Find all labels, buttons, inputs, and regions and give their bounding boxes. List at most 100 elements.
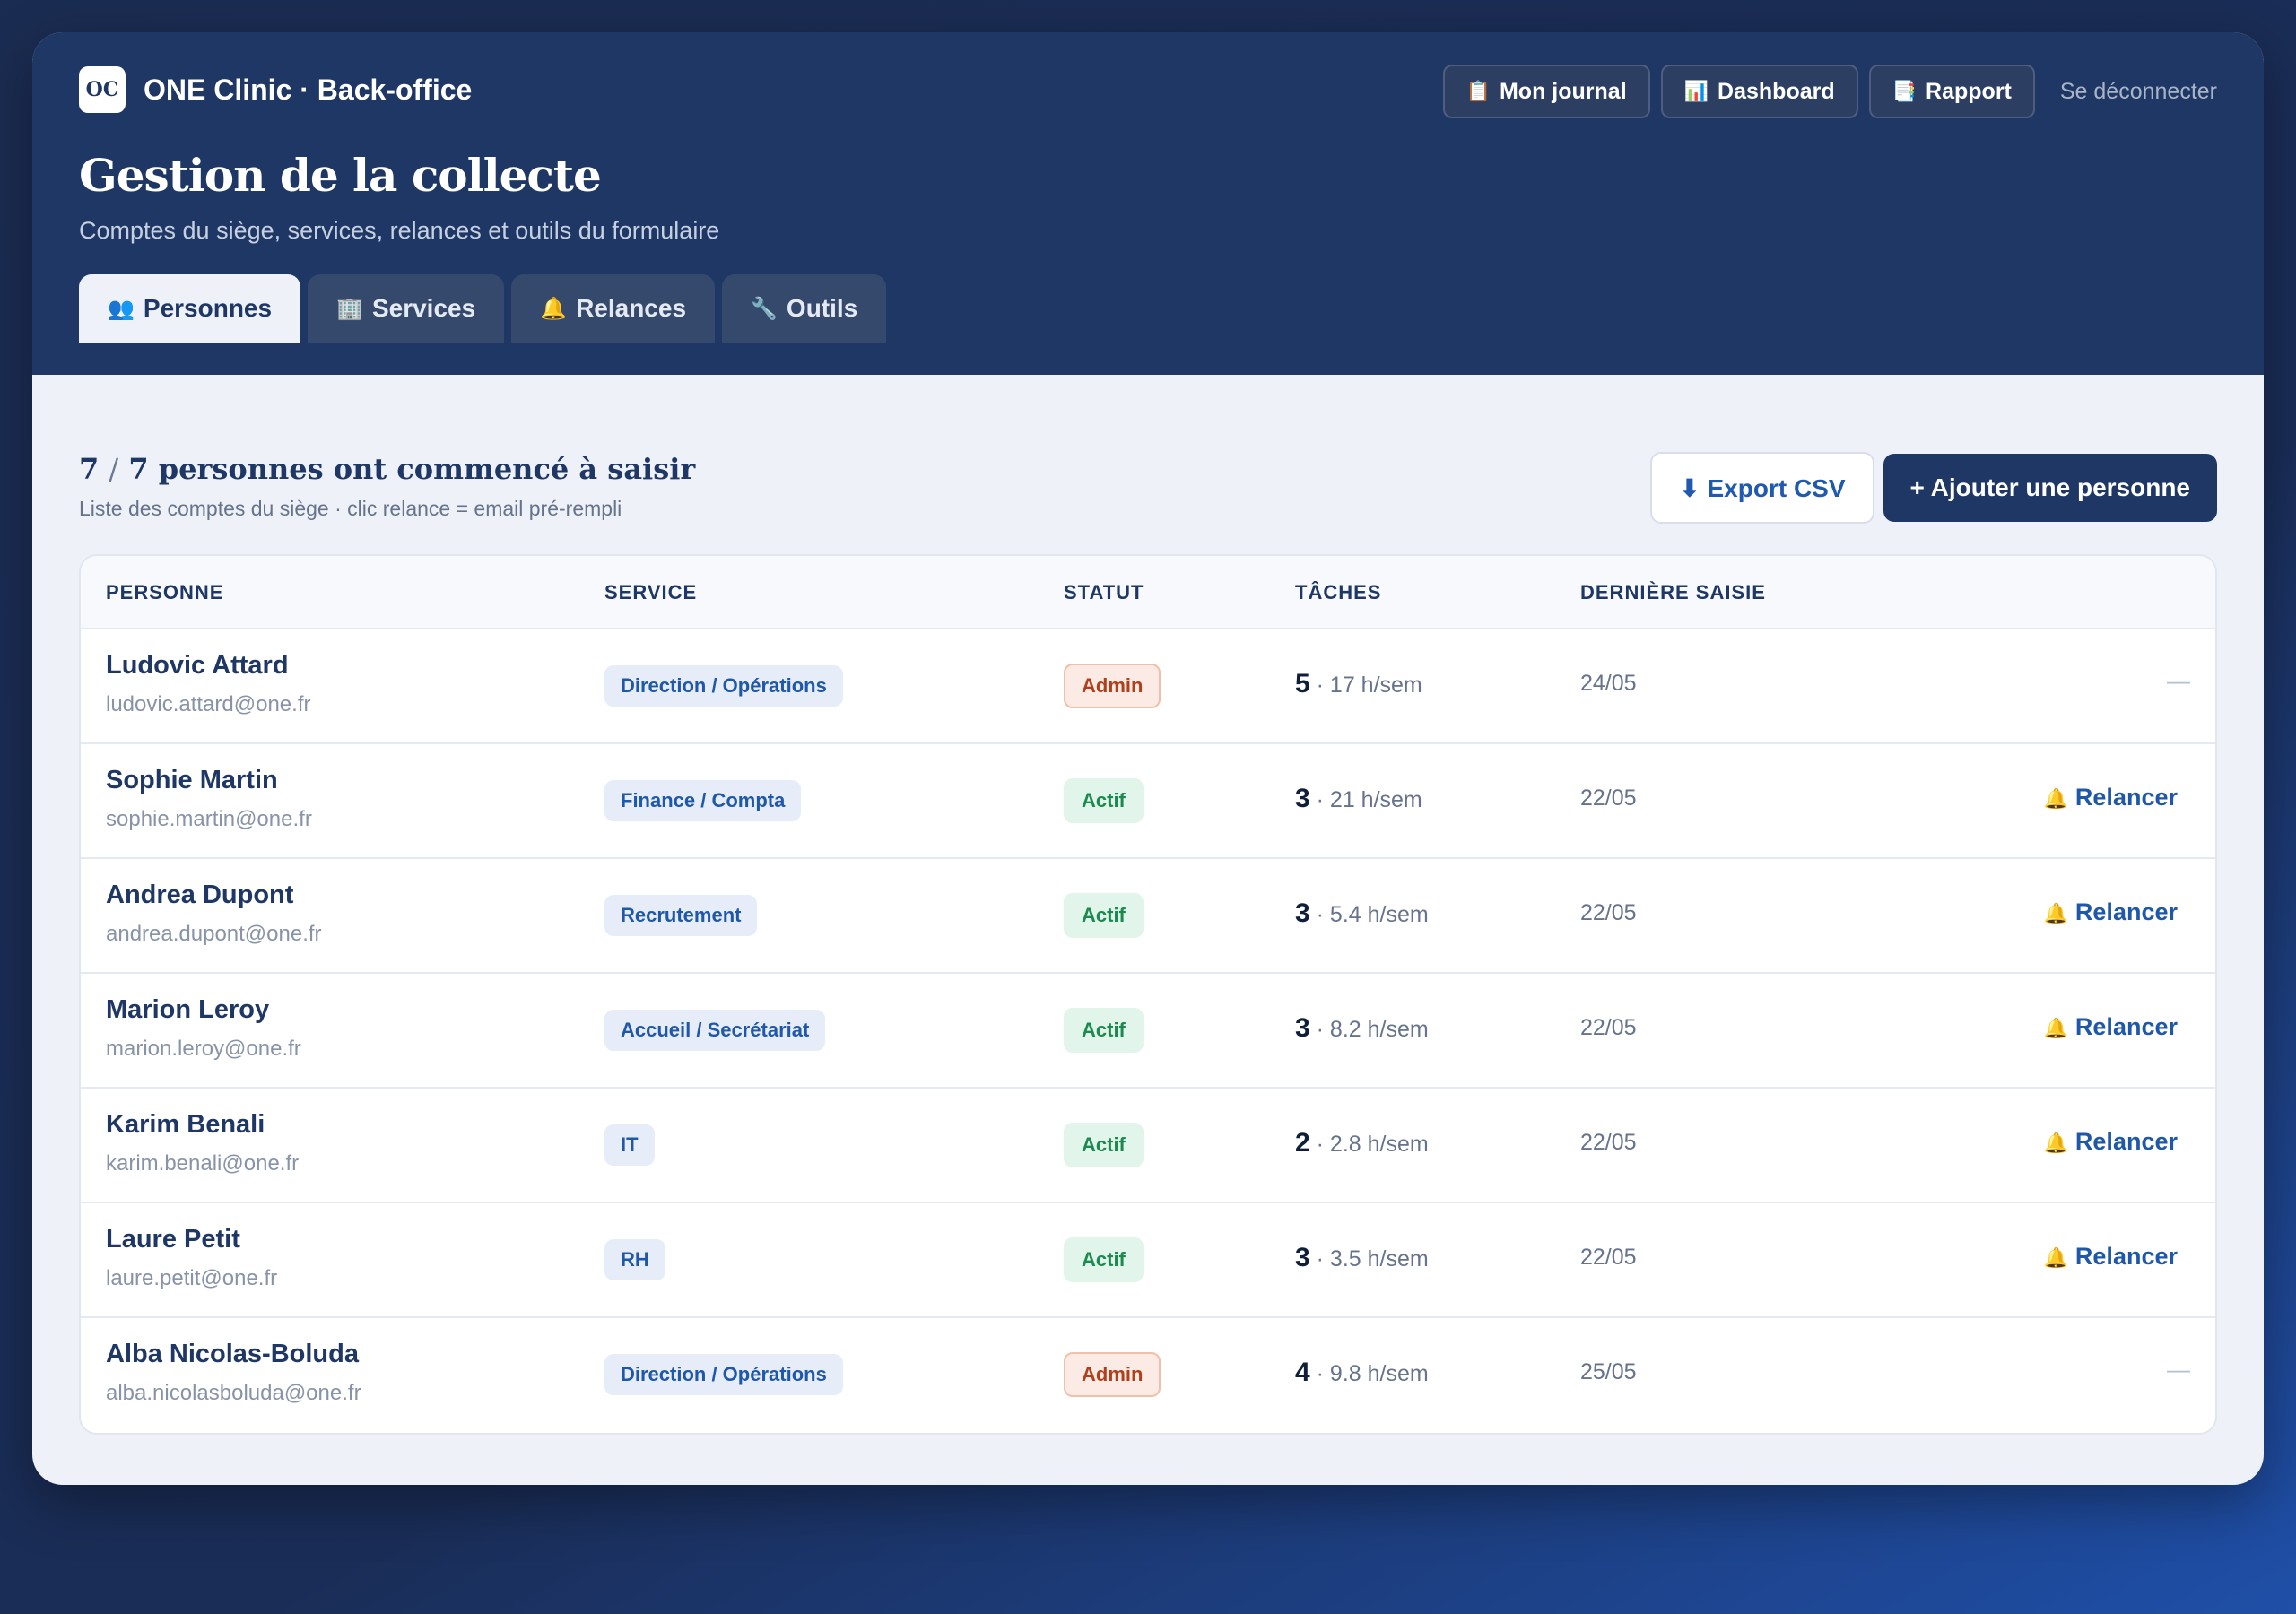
app-logo: OC <box>79 66 126 113</box>
dashboard-button[interactable]: 📊 Dashboard <box>1660 65 1858 118</box>
relancer-button[interactable]: 🔔 Relancer <box>2044 1243 2178 1271</box>
status-badge: Actif <box>1064 778 1144 823</box>
tasks-cell: 4 · 9.8 h/sem <box>1295 1358 1429 1388</box>
table-header: PERSONNE SERVICE STATUT TÂCHES DERNIÈRE … <box>81 556 2215 629</box>
person-email: marion.leroy@one.fr <box>106 1037 301 1061</box>
person-name: Laure Petit <box>106 1225 240 1254</box>
table-row: Alba Nicolas-Boluda alba.nicolasboluda@o… <box>81 1318 2215 1433</box>
last-entry: 22/05 <box>1580 1130 1637 1155</box>
header-last-entry: DERNIÈRE SAISIE <box>1580 581 1766 603</box>
table-row: Sophie Martin sophie.martin@one.fr Finan… <box>81 744 2215 859</box>
service-badge: Direction / Opérations <box>604 665 843 707</box>
status-badge: Admin <box>1064 1352 1161 1397</box>
tab-services[interactable]: 🏢 Services <box>308 274 505 343</box>
relancer-button[interactable]: 🔔 Relancer <box>2044 1013 2178 1041</box>
summary-label: personnes ont commencé à saisir <box>158 452 696 486</box>
bar-chart-icon: 📊 <box>1683 80 1709 102</box>
building-icon: 🏢 <box>336 296 363 321</box>
last-entry: 25/05 <box>1580 1359 1637 1384</box>
no-action: — <box>2167 1356 2190 1383</box>
total-count: 7 <box>128 452 149 486</box>
service-badge: Recrutement <box>604 895 758 936</box>
tasks-count: 3 <box>1295 784 1310 813</box>
tasks-count: 3 <box>1295 898 1310 928</box>
relancer-label: Relancer <box>2074 1128 2178 1155</box>
last-entry: 22/05 <box>1580 900 1637 925</box>
rapport-button[interactable]: 📑 Rapport <box>1868 65 2035 118</box>
export-csv-button[interactable]: ⬇ Export CSV <box>1650 452 1874 524</box>
summary-subtitle: Liste des comptes du siège · clic relanc… <box>79 497 622 520</box>
tasks-count: 5 <box>1295 669 1310 699</box>
top-nav: 📋 Mon journal 📊 Dashboard 📑 Rapport Se d… <box>1432 65 2217 118</box>
tasks-cell: 3 · 8.2 h/sem <box>1295 1013 1429 1044</box>
clipboard-icon: 📋 <box>1465 80 1491 102</box>
add-person-button[interactable]: + Ajouter une personne <box>1883 454 2217 522</box>
tab-label: Relances <box>576 294 687 322</box>
bell-icon: 🔔 <box>2043 787 2068 810</box>
last-entry: 22/05 <box>1580 785 1637 811</box>
bell-icon: 🔔 <box>2043 1132 2068 1154</box>
person-name: Sophie Martin <box>106 766 278 794</box>
document-icon: 📑 <box>1892 80 1918 102</box>
tab-personnes[interactable]: 👥 Personnes <box>79 274 301 343</box>
bell-icon: 🔔 <box>2043 902 2068 924</box>
person-email: karim.benali@one.fr <box>106 1151 300 1176</box>
tab-label: Outils <box>786 294 858 322</box>
table-row: Andrea Dupont andrea.dupont@one.fr Recru… <box>81 859 2215 974</box>
status-badge: Actif <box>1064 1008 1144 1053</box>
rapport-label: Rapport <box>1926 78 2012 104</box>
tasks-hours: · 8.2 h/sem <box>1316 1017 1429 1042</box>
tasks-cell: 2 · 2.8 h/sem <box>1295 1128 1429 1158</box>
actions: ⬇ Export CSV + Ajouter une personne <box>1650 452 2217 524</box>
relancer-button[interactable]: 🔔 Relancer <box>2044 1128 2178 1156</box>
status-badge: Actif <box>1064 893 1144 938</box>
last-entry: 22/05 <box>1580 1245 1637 1270</box>
person-email: andrea.dupont@one.fr <box>106 922 322 946</box>
header: OC ONE Clinic · Back-office 📋 Mon journa… <box>32 32 2264 375</box>
header-status: STATUT <box>1064 581 1144 603</box>
last-entry: 24/05 <box>1580 671 1637 696</box>
summary-title: 7 / 7 personnes ont commencé à saisir <box>79 452 695 486</box>
bell-icon: 🔔 <box>2043 1017 2068 1039</box>
tab-outils[interactable]: 🔧 Outils <box>722 274 887 343</box>
tasks-cell: 3 · 21 h/sem <box>1295 784 1422 814</box>
logout-link[interactable]: Se déconnecter <box>2059 78 2217 104</box>
person-name: Ludovic Attard <box>106 651 289 680</box>
app-name: ONE Clinic · Back-office <box>144 73 473 106</box>
header-person: PERSONNE <box>106 581 224 603</box>
person-email: laure.petit@one.fr <box>106 1266 278 1290</box>
wrench-icon: 🔧 <box>751 296 778 321</box>
service-badge: IT <box>604 1124 655 1166</box>
service-badge: RH <box>604 1239 665 1280</box>
tab-label: Services <box>371 294 476 322</box>
tab-relances[interactable]: 🔔 Relances <box>511 274 716 343</box>
dashboard-label: Dashboard <box>1718 78 1835 104</box>
relancer-button[interactable]: 🔔 Relancer <box>2044 784 2178 811</box>
relancer-label: Relancer <box>2074 898 2178 925</box>
tasks-cell: 5 · 17 h/sem <box>1295 669 1422 699</box>
people-table: PERSONNE SERVICE STATUT TÂCHES DERNIÈRE … <box>79 554 2217 1435</box>
relancer-label: Relancer <box>2074 1243 2178 1270</box>
relancer-button[interactable]: 🔔 Relancer <box>2044 898 2178 926</box>
tasks-hours: · 17 h/sem <box>1316 672 1422 698</box>
journal-label: Mon journal <box>1499 78 1627 104</box>
brand[interactable]: OC ONE Clinic · Back-office <box>79 66 472 113</box>
tab-label: Personnes <box>143 294 273 322</box>
header-tasks: TÂCHES <box>1295 581 1382 603</box>
tab-bar: 👥 Personnes 🏢 Services 🔔 Relances 🔧 Outi… <box>79 274 893 343</box>
count-separator: / <box>109 452 119 486</box>
table-row: Laure Petit laure.petit@one.fr RH Actif … <box>81 1203 2215 1318</box>
table-row: Ludovic Attard ludovic.attard@one.fr Dir… <box>81 629 2215 744</box>
service-badge: Finance / Compta <box>604 780 802 821</box>
tasks-hours: · 5.4 h/sem <box>1316 902 1429 927</box>
page-title: Gestion de la collecte <box>79 149 602 202</box>
person-name: Andrea Dupont <box>106 881 294 909</box>
page-subtitle: Comptes du siège, services, relances et … <box>79 217 720 244</box>
tasks-cell: 3 · 3.5 h/sem <box>1295 1243 1429 1273</box>
relancer-label: Relancer <box>2074 784 2178 811</box>
main-card: OC ONE Clinic · Back-office 📋 Mon journa… <box>32 32 2264 1485</box>
tasks-count: 2 <box>1295 1128 1310 1158</box>
person-email: ludovic.attard@one.fr <box>106 692 311 716</box>
journal-button[interactable]: 📋 Mon journal <box>1442 65 1650 118</box>
people-icon: 👥 <box>108 296 135 321</box>
